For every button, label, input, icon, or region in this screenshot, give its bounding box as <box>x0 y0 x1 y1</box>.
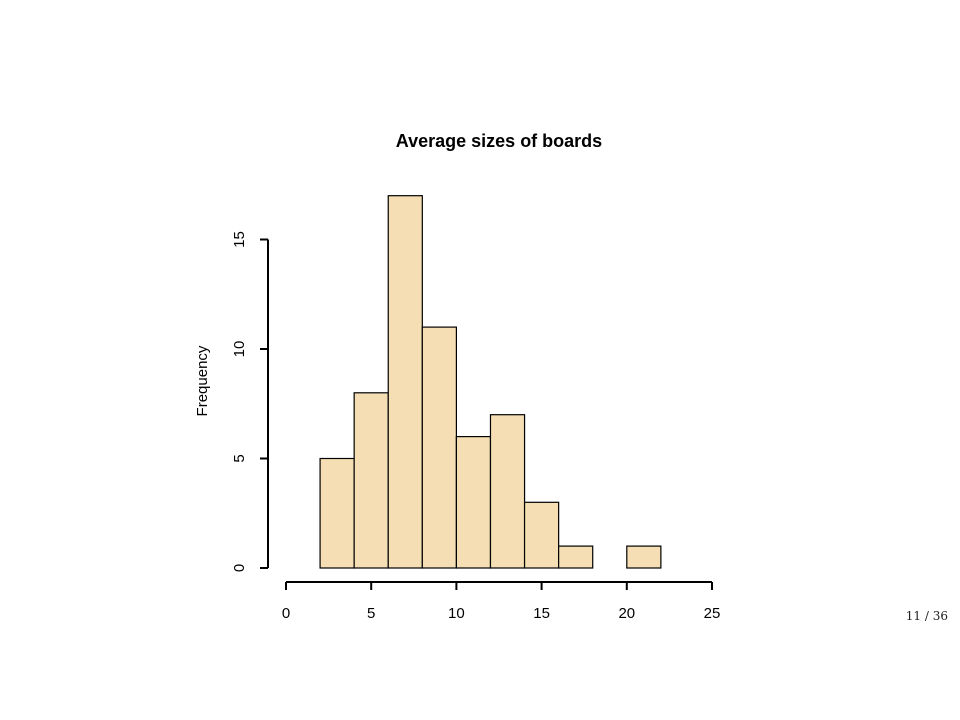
x-tick-label-0: 0 <box>282 605 290 622</box>
histogram-bars <box>319 195 662 569</box>
y-axis: 0 5 10 15 <box>231 231 269 572</box>
x-tick-label-3: 15 <box>533 605 550 622</box>
x-tick-label-1: 5 <box>367 605 375 622</box>
chart-title: Average sizes of boards <box>396 131 602 151</box>
histogram-bar-3 <box>421 326 458 569</box>
histogram-bar-2 <box>387 195 423 569</box>
histogram-bar-5 <box>489 414 526 569</box>
y-tick-label-2: 10 <box>231 341 248 358</box>
y-tick-label-3: 15 <box>231 231 248 248</box>
y-axis-label: Frequency <box>194 345 211 416</box>
histogram-bar-7 <box>558 545 594 569</box>
histogram-bar-6 <box>523 501 560 569</box>
histogram-bar-0 <box>319 457 355 569</box>
x-tick-label-2: 10 <box>448 605 465 622</box>
histogram-bar-4 <box>455 436 492 569</box>
y-tick-label-1: 5 <box>231 454 248 462</box>
histogram-bar-9 <box>626 545 662 569</box>
x-axis: 0 5 10 15 20 25 <box>282 581 721 622</box>
histogram-bar-1 <box>353 392 389 569</box>
x-tick-label-5: 25 <box>704 605 721 622</box>
y-tick-label-0: 0 <box>231 564 248 572</box>
x-tick-label-4: 20 <box>618 605 635 622</box>
page-number: 11 / 36 <box>905 609 948 623</box>
